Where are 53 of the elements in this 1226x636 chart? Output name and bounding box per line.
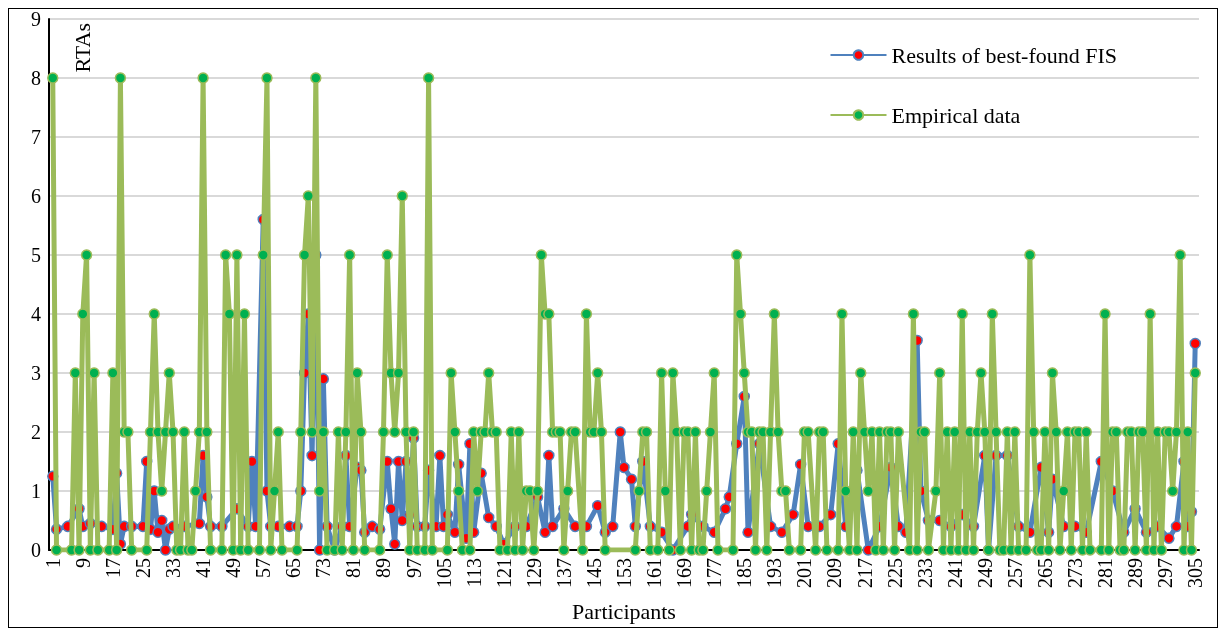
y-tick-label: 6 [31,185,41,207]
x-tick-label: 161 [643,558,666,588]
x-tick-label: 81 [342,558,365,578]
x-tick-label: 73 [312,558,335,578]
x-tick-label: 185 [733,558,756,588]
x-tick-label: 41 [192,558,215,578]
x-tick-label: 113 [462,558,485,588]
x-tick-label: 233 [913,558,936,588]
x-tick-label: 217 [853,558,876,588]
y-tick-label: 7 [31,126,41,148]
y-tick-label: 1 [31,480,41,502]
x-tick-label: 201 [793,558,816,588]
x-tick-label: 153 [613,558,635,588]
x-tick-label: 89 [372,558,395,578]
y-tick-label: 4 [31,303,41,325]
x-tick-label: 57 [252,558,275,578]
x-tick-label: 225 [883,558,906,588]
x-tick-label: 97 [402,558,425,578]
x-tick-label: 121 [492,558,515,588]
legend-label: Results of best-found FIS [891,42,1117,68]
x-tick-label: 49 [222,558,245,578]
x-tick-label: 289 [1124,558,1147,588]
x-tick-label: 241 [943,558,966,588]
y-tick-label: 9 [31,8,41,30]
x-tick-label: 297 [1154,558,1177,588]
x-tick-label: 177 [703,558,726,588]
x-tick-label: 33 [162,558,185,578]
x-tick-label: 265 [1033,558,1056,588]
x-tick-label: 273 [1063,558,1086,588]
y-tick-label: 8 [31,67,41,89]
x-tick-label: 305 [1184,558,1207,588]
y-axis-title: RTAs [69,22,95,73]
y-tick-label: 3 [31,362,41,384]
x-tick-label: 129 [522,558,545,588]
y-tick-label: 0 [31,539,41,561]
x-tick-label: 105 [432,558,455,588]
x-tick-label: 281 [1094,558,1117,588]
x-tick-label: 257 [1003,558,1026,588]
y-tick-label: 5 [31,244,41,266]
x-tick-label: 209 [823,558,846,588]
x-tick-label: 137 [552,558,575,588]
x-tick-label: 1 [41,558,64,568]
y-tick-label: 2 [31,421,41,443]
x-tick-label: 145 [582,558,605,588]
x-axis-title: Participants [572,598,676,624]
legend-label: Empirical data [891,102,1021,128]
x-tick-label: 17 [101,558,124,578]
x-tick-label: 193 [763,558,786,588]
x-tick-label: 169 [673,558,696,588]
x-tick-label: 25 [131,558,154,578]
x-tick-label: 9 [71,558,94,568]
x-tick-label: 249 [973,558,996,588]
x-tick-label: 65 [282,558,305,578]
